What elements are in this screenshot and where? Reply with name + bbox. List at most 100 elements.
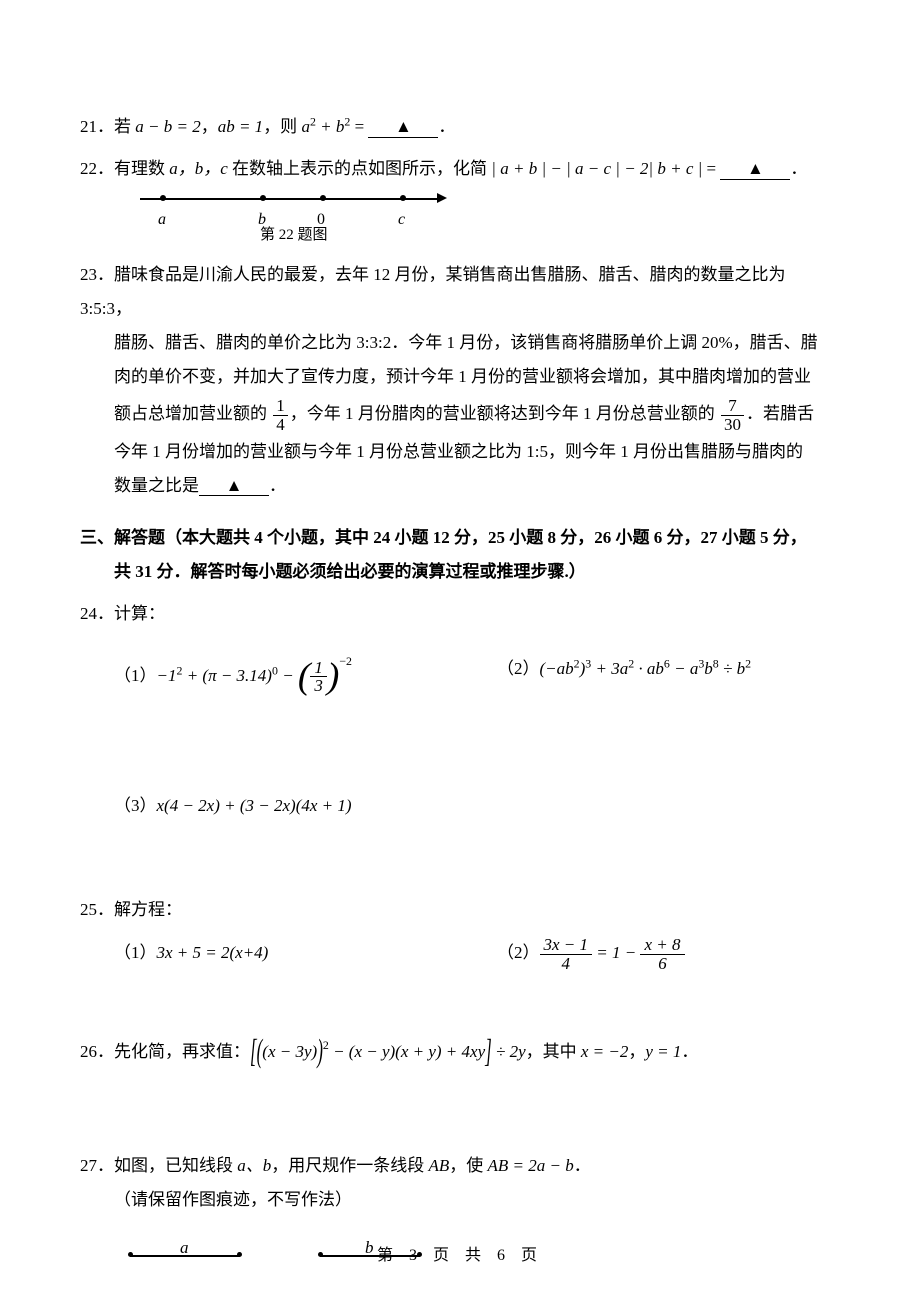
q21-eq: = <box>350 117 368 136</box>
q24-part1: （1）−12 + (π − 3.14)0 − (13)−2 <box>114 645 457 700</box>
q22-ta: 有理数 <box>114 159 169 178</box>
question-23: 23．腊味食品是川渝人民的最爱，去年 12 月份，某销售商出售腊肠、腊舌、腊肉的… <box>80 258 840 503</box>
q23-l4b: ，今年 1 月份腊肉的营业额将达到今年 1 月份总营业额的 <box>290 404 719 423</box>
q24-p1-lab: （1） <box>114 666 157 685</box>
footer-r: 页 <box>521 1247 543 1264</box>
q22-blank: ▲ <box>720 160 790 180</box>
q24-p2g: ÷ b <box>719 659 745 678</box>
tick-0 <box>320 195 326 201</box>
frac-x8-6: x + 86 <box>640 936 684 973</box>
q27-number: 27． <box>80 1156 114 1175</box>
q27-l1d: ． <box>574 1156 591 1175</box>
q22-eq: = <box>702 159 720 178</box>
triangle-icon: ▲ <box>226 476 243 495</box>
label-0: 0 <box>317 204 325 236</box>
q21-m2: ，则 <box>263 117 301 136</box>
q22-expr: | a + b | − | a − c | − 2| b + c | <box>491 159 702 178</box>
label-c: c <box>398 204 405 236</box>
q24-p1a: −1 <box>157 666 177 685</box>
fraction-1-4: 14 <box>273 397 288 434</box>
q26-eb: − (x − y)(x + y) + 4xy <box>329 1042 485 1061</box>
q25-title: 解方程： <box>114 900 182 919</box>
footer-sep: 共 <box>465 1247 487 1264</box>
q27-l2: （请保留作图痕迹，不写作法） <box>80 1183 840 1217</box>
label-b: b <box>258 204 266 236</box>
q23-l2: 腊肠、腊舌、腊肉的单价之比为 3:3:2．今年 1 月份，该销售商将腊肠单价上调… <box>80 326 840 360</box>
question-21: 21．若 a − b = 2，ab = 1，则 a2 + b2 = ▲． <box>80 110 840 144</box>
footer-m: 页 <box>433 1247 455 1264</box>
q24-part3: （3）x(4 − 2x) + (3 − 2x)(4x + 1) <box>80 789 840 823</box>
q24-p2a: (−ab <box>540 659 574 678</box>
section-3-heading: 三、解答题（本大题共 4 个小题，其中 24 小题 12 分，25 小题 8 分… <box>80 521 840 589</box>
q21-pre: 若 <box>114 117 135 136</box>
fraction-7-30: 730 <box>721 397 744 434</box>
q24-p1c: − <box>278 666 298 685</box>
question-24: 24．计算： （1）−12 + (π − 3.14)0 − (13)−2 （2）… <box>80 597 840 824</box>
q23-l3: 肉的单价不变，并加大了宣传力度，预计今年 1 月份的营业额将会增加，其中腊肉增加… <box>80 360 840 394</box>
q26-number: 26． <box>80 1042 114 1061</box>
q21-end: ． <box>438 117 455 136</box>
q23-l5: 今年 1 月份增加的营业额与今年 1 月份总营业额之比为 1:5，则今年 1 月… <box>80 435 840 469</box>
sec3-h1: 三、解答题（本大题共 4 个小题，其中 24 小题 12 分，25 小题 8 分… <box>80 521 840 555</box>
q27-l1a: 如图，已知线段 <box>114 1156 237 1175</box>
tick-a <box>160 195 166 201</box>
question-26: 26．先化简，再求值：[((x − 3y))2 − (x − y)(x + y)… <box>80 1034 840 1069</box>
q21-plus: + <box>316 117 336 136</box>
q24-number: 24． <box>80 604 114 623</box>
q24-p2d: · ab <box>634 659 664 678</box>
q24-title: 计算： <box>114 604 165 623</box>
number-line-figure: a b 0 c <box>140 192 460 222</box>
q27-l1b: ，用尺规作一条线段 <box>271 1156 428 1175</box>
q27-AB: AB <box>429 1156 450 1175</box>
q25-p2-lab: （2） <box>497 943 540 962</box>
q24-part2: （2）(−ab2)3 + 3a2 · ab6 − a3b8 ÷ b2 <box>497 645 840 700</box>
q24-p2c: + 3a <box>591 659 628 678</box>
q21-a: a <box>301 117 310 136</box>
arrow-right-icon <box>437 193 447 203</box>
q26-yv: y = 1 <box>645 1042 681 1061</box>
footer-l: 第 <box>377 1247 399 1264</box>
q23-l4a: 额占总增加营业额的 <box>114 404 271 423</box>
q22-caption: 第 22 题图 <box>260 220 840 250</box>
numline-axis <box>140 198 440 200</box>
q21-number: 21． <box>80 117 114 136</box>
triangle-icon: ▲ <box>747 159 764 178</box>
exam-page: 21．若 a − b = 2，ab = 1，则 a2 + b2 = ▲． 22．… <box>0 0 920 1302</box>
q21-e2: ab = 1 <box>218 117 263 136</box>
footer-page: 3 <box>409 1247 423 1264</box>
q22-vars: a，b，c <box>169 159 232 178</box>
q21-e1: a − b = 2 <box>135 117 200 136</box>
q25-number: 25． <box>80 900 114 919</box>
triangle-icon: ▲ <box>395 117 412 136</box>
q26-end: ． <box>681 1042 698 1061</box>
q27-vars: a、b <box>237 1156 271 1175</box>
q24-p1-exp: −2 <box>339 654 352 668</box>
footer-total: 6 <box>497 1247 511 1264</box>
q26-ta: 先化简，再求值： <box>114 1042 250 1061</box>
q25-part2: （2）3x − 14 = 1 − x + 86 <box>497 933 840 974</box>
q24-p2e: − a <box>670 659 698 678</box>
q27-l1c: ，使 <box>449 1156 487 1175</box>
q23-blank: ▲ <box>199 477 269 497</box>
q24-p2f: b <box>704 659 713 678</box>
q22-tb: 在数轴上表示的点如图所示，化简 <box>232 159 491 178</box>
q22-end: ． <box>790 159 807 178</box>
tick-b <box>260 195 266 201</box>
question-22: 22．有理数 a，b，c 在数轴上表示的点如图所示，化简 | a + b | −… <box>80 152 840 250</box>
q26-ec: ÷ 2y <box>492 1042 526 1061</box>
q21-m1: ， <box>201 117 218 136</box>
q22-number: 22． <box>80 159 114 178</box>
q23-end: ． <box>269 476 286 495</box>
q26-ea: (x − 3y) <box>262 1042 317 1061</box>
q27-eq: AB = 2a − b <box>488 1156 574 1175</box>
q24-p3: x(4 − 2x) + (3 − 2x)(4x + 1) <box>157 796 352 815</box>
q26-xv: x = −2 <box>581 1042 629 1061</box>
q25-part1: （1）3x + 5 = 2(x+4) <box>114 933 457 974</box>
q25-p1: 3x + 5 = 2(x+4) <box>157 943 269 962</box>
q25-p1-lab: （1） <box>114 943 157 962</box>
q25-p2-mid: = 1 − <box>592 943 640 962</box>
fraction-1-3: 13 <box>310 659 327 696</box>
question-25: 25．解方程： （1）3x + 5 = 2(x+4) （2）3x − 14 = … <box>80 893 840 974</box>
page-footer: 第 3 页 共 6 页 <box>0 1240 920 1272</box>
q23-number: 23． <box>80 265 114 284</box>
